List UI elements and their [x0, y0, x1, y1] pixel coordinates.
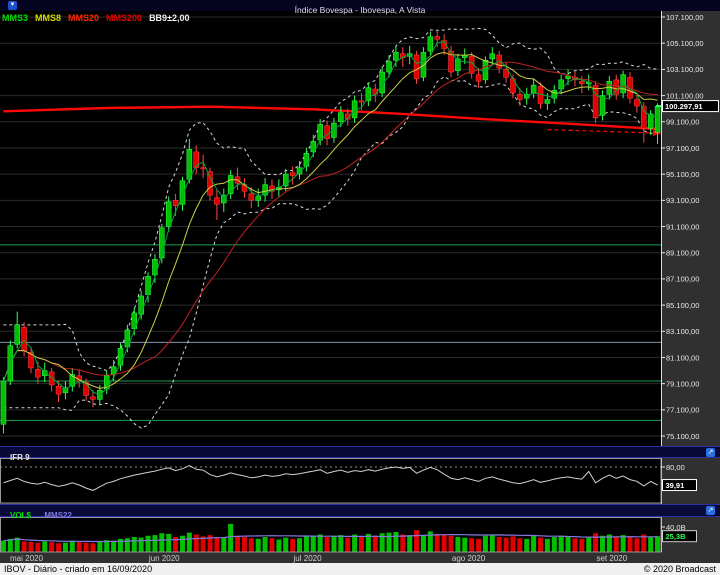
- svg-text:75.100,00: 75.100,00: [666, 432, 699, 441]
- vol-ma-title: MMS22: [44, 511, 72, 520]
- main-plot-area[interactable]: [0, 11, 661, 446]
- title-bar: ▼ Índice Bovespa - Ibovespa, A Vista: [0, 0, 720, 15]
- ifr-plot-area[interactable]: [0, 458, 661, 503]
- candles: [0, 30, 661, 434]
- mms20-line: [2, 61, 658, 382]
- volume-bars: [0, 523, 661, 552]
- svg-text:100.297,91: 100.297,91: [665, 102, 703, 111]
- vol-expand-icon[interactable]: ↗: [706, 506, 715, 515]
- bollinger-lower-band: [3, 76, 658, 429]
- svg-text:25,3B: 25,3B: [666, 532, 687, 541]
- svg-text:99.100,00: 99.100,00: [666, 118, 699, 127]
- volume-panel-header: VOL$ MMS22 ↗: [0, 504, 720, 520]
- legend-mms3: MMS3: [2, 13, 29, 23]
- svg-text:79.100,00: 79.100,00: [666, 379, 699, 388]
- legend-mms8: MMS8: [35, 13, 62, 23]
- svg-text:95.100,00: 95.100,00: [666, 170, 699, 179]
- indicator-legend: MMS3 MMS8 MMS20 MMS200 BB9±2,00: [2, 13, 197, 23]
- svg-text:81.100,00: 81.100,00: [666, 353, 699, 362]
- status-chart-info: IBOV - Diário - criado em 16/09/2020: [4, 564, 153, 574]
- mms200-line: [3, 105, 658, 131]
- ifr-ref-label: 80,00: [666, 463, 685, 472]
- svg-text:77.100,00: 77.100,00: [666, 406, 699, 415]
- svg-text:91.100,00: 91.100,00: [666, 222, 699, 231]
- svg-text:jun 2020: jun 2020: [148, 554, 180, 563]
- svg-text:105.100,00: 105.100,00: [666, 39, 704, 48]
- bollinger-upper-band: [3, 27, 658, 372]
- svg-text:ago 2020: ago 2020: [452, 554, 486, 563]
- volume-plot-area[interactable]: [0, 517, 661, 552]
- window-title: Índice Bovespa - Ibovespa, A Vista: [294, 5, 426, 15]
- legend-mms20: MMS20: [68, 13, 100, 23]
- status-bar: IBOV - Diário - criado em 16/09/2020 © 2…: [0, 563, 720, 575]
- svg-text:89.100,00: 89.100,00: [666, 249, 699, 258]
- volume-mms22-line: [3, 533, 658, 543]
- svg-text:jul 2020: jul 2020: [293, 554, 323, 563]
- ifr-panel-title: IFR 9: [10, 453, 30, 462]
- price-axis: 107.100,00 105.100,00 103.100,00 101.100,00…: [661, 13, 704, 441]
- svg-text:103.100,00: 103.100,00: [666, 65, 704, 74]
- svg-text:set 2020: set 2020: [596, 554, 627, 563]
- volume-value-flag: [662, 530, 697, 543]
- svg-text:mai 2020: mai 2020: [10, 554, 43, 563]
- svg-text:101.100,00: 101.100,00: [666, 91, 704, 100]
- legend-bollinger: BB9±2,00: [149, 13, 190, 23]
- svg-text:97.100,00: 97.100,00: [666, 144, 699, 153]
- svg-text:93.100,00: 93.100,00: [666, 196, 699, 205]
- app-icon[interactable]: ▼: [8, 1, 17, 10]
- ifr-expand-icon[interactable]: ↗: [706, 448, 715, 457]
- svg-text:87.100,00: 87.100,00: [666, 275, 699, 284]
- time-axis: mai 2020 jun 2020 jul 2020 ago 2020 set 2020: [10, 554, 628, 563]
- vol-panel-title: VOL$: [10, 511, 31, 520]
- volume-ref-label: 40,0B: [666, 523, 686, 532]
- ifr-line: [3, 465, 658, 491]
- status-copyright: © 2020 Broadcast: [643, 564, 716, 574]
- ifr-panel-header: IFR 9 ↗: [0, 446, 720, 462]
- last-price-flag: [662, 100, 719, 113]
- svg-text:83.100,00: 83.100,00: [666, 327, 699, 336]
- mms8-line: [2, 51, 658, 389]
- legend-mms200: MMS200: [106, 13, 143, 23]
- mms3-line: [2, 40, 658, 396]
- ifr-value-flag: [662, 479, 697, 492]
- svg-text:107.100,00: 107.100,00: [666, 13, 704, 22]
- svg-text:39,91: 39,91: [666, 481, 685, 490]
- mms200-dashed-line: [547, 129, 662, 134]
- svg-text:85.100,00: 85.100,00: [666, 301, 699, 310]
- mms200-end-marker: [653, 130, 660, 137]
